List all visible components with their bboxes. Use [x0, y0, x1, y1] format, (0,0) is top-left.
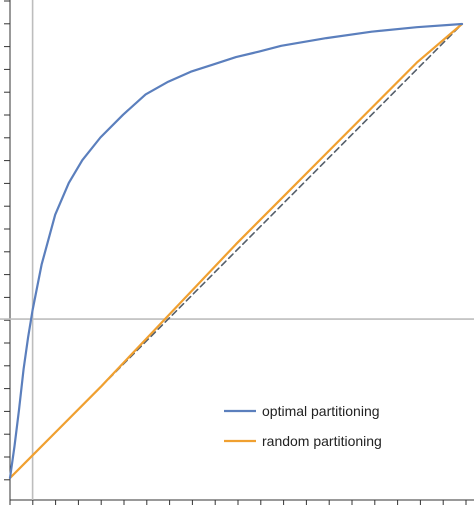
legend-label-random: random partitioning	[262, 433, 382, 449]
legend: optimal partitioning random partitioning	[224, 403, 382, 449]
legend-label-optimal: optimal partitioning	[262, 403, 380, 419]
series-line-optimal	[8, 22, 464, 480]
frame	[9, 0, 474, 501]
axis-ticks	[4, 0, 467, 505]
series-line-random	[8, 22, 464, 480]
series-layer	[8, 22, 464, 480]
